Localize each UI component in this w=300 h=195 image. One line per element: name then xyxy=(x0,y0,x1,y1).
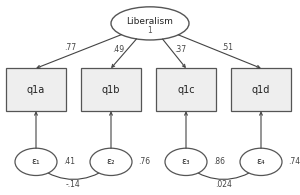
Text: q1c: q1c xyxy=(177,85,195,95)
Text: .86: .86 xyxy=(213,157,225,166)
Text: .49: .49 xyxy=(112,45,124,54)
Text: Liberalism: Liberalism xyxy=(127,17,173,26)
Circle shape xyxy=(240,148,282,176)
Text: -.14: -.14 xyxy=(66,180,81,189)
FancyBboxPatch shape xyxy=(156,68,216,111)
Text: ε₄: ε₄ xyxy=(257,157,265,166)
Text: q1b: q1b xyxy=(102,85,120,95)
Circle shape xyxy=(15,148,57,176)
Text: ε₁: ε₁ xyxy=(32,157,40,166)
Text: ε₃: ε₃ xyxy=(182,157,190,166)
Text: .77: .77 xyxy=(64,43,76,52)
Text: .76: .76 xyxy=(138,157,150,166)
FancyArrowPatch shape xyxy=(189,168,258,179)
Text: .51: .51 xyxy=(221,43,233,52)
FancyArrowPatch shape xyxy=(39,168,108,179)
Text: q1d: q1d xyxy=(252,85,270,95)
FancyBboxPatch shape xyxy=(231,68,291,111)
Text: .37: .37 xyxy=(174,45,186,54)
Circle shape xyxy=(90,148,132,176)
Text: .41: .41 xyxy=(63,157,75,166)
Text: q1a: q1a xyxy=(27,85,45,95)
Circle shape xyxy=(165,148,207,176)
FancyBboxPatch shape xyxy=(81,68,141,111)
Text: ε₂: ε₂ xyxy=(107,157,115,166)
Text: 1: 1 xyxy=(148,26,152,35)
Ellipse shape xyxy=(111,7,189,40)
Text: .74: .74 xyxy=(288,157,300,166)
Text: .024: .024 xyxy=(215,180,232,189)
FancyBboxPatch shape xyxy=(6,68,66,111)
